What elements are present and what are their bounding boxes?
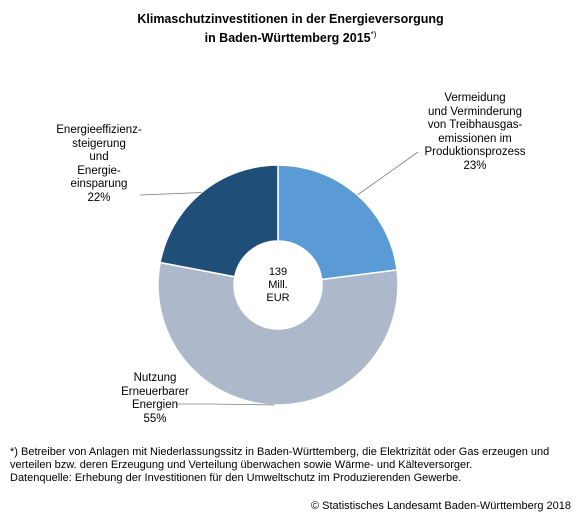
slice-label-line: Vermeidung [444, 92, 506, 104]
chart-title-line2-text: in Baden-Württemberg 2015 [204, 31, 371, 46]
leader-line-erneuerbare [176, 403, 275, 406]
slice-label-line: emissionen im [438, 132, 512, 145]
footnote-text: *) Betreiber von Anlagen mit Niederlassu… [10, 446, 550, 471]
slice-treibhausgas [277, 164, 398, 281]
center-total-currency: EUR [266, 292, 290, 304]
slice-label-line: und Verminderung [428, 105, 522, 118]
slice-label-line: Nutzung [133, 372, 177, 384]
slice-label-treibhausgas: Vermeidung und Verminderung von Treibhau… [400, 92, 550, 173]
slice-label-percent: 23% [463, 159, 487, 172]
slice-label-energieeffizienz: Energieeffizienz- steigerung und Energie… [40, 124, 158, 205]
slice-label-line: Erneuerbarer [121, 385, 189, 398]
center-total-unit: Mill. [268, 279, 288, 291]
chart-title: Klimaschutzinvestitionen in der Energiev… [0, 12, 581, 46]
slice-label-line: einsparung [70, 178, 128, 190]
chart-title-line2: in Baden-Württemberg 2015*) [0, 27, 581, 46]
slice-label-line: Energien [131, 399, 179, 411]
leader-lines [139, 151, 419, 406]
footnote: *) Betreiber von Anlagen mit Niederlassu… [10, 446, 575, 485]
slice-label-line: steigerung [72, 137, 126, 150]
copyright-source: © Statistisches Landesamt Baden-Württemb… [310, 500, 571, 512]
slice-label-line: von Treibhausgas- [427, 119, 523, 131]
chart-title-footnote-mark: *) [370, 30, 377, 39]
slice-label-line: Energieeffizienz- [56, 124, 142, 136]
chart-title-line1: Klimaschutzinvestitionen in der Energiev… [137, 12, 444, 26]
center-total-value: 139 [268, 266, 288, 278]
slice-label-percent: 22% [87, 191, 111, 204]
slice-erneuerbare [157, 261, 399, 406]
donut-slices [157, 164, 399, 406]
slice-label-percent: 55% [143, 412, 167, 425]
center-total-label: 139 Mill. EUR [248, 266, 308, 305]
slice-label-erneuerbare: Nutzung Erneuerbarer Energien 55% [100, 372, 210, 426]
slice-energieeffizienz [159, 164, 279, 278]
slice-label-line: und [89, 151, 109, 163]
slice-label-line: Energie- [77, 164, 121, 177]
leader-line-treibhausgas [357, 151, 419, 196]
slice-label-line: Produktionsprozess [424, 146, 526, 158]
leader-line-energieeffizienz [139, 192, 202, 196]
data-source-text: Datenquelle: Erhebung der Investitionen … [10, 472, 462, 484]
